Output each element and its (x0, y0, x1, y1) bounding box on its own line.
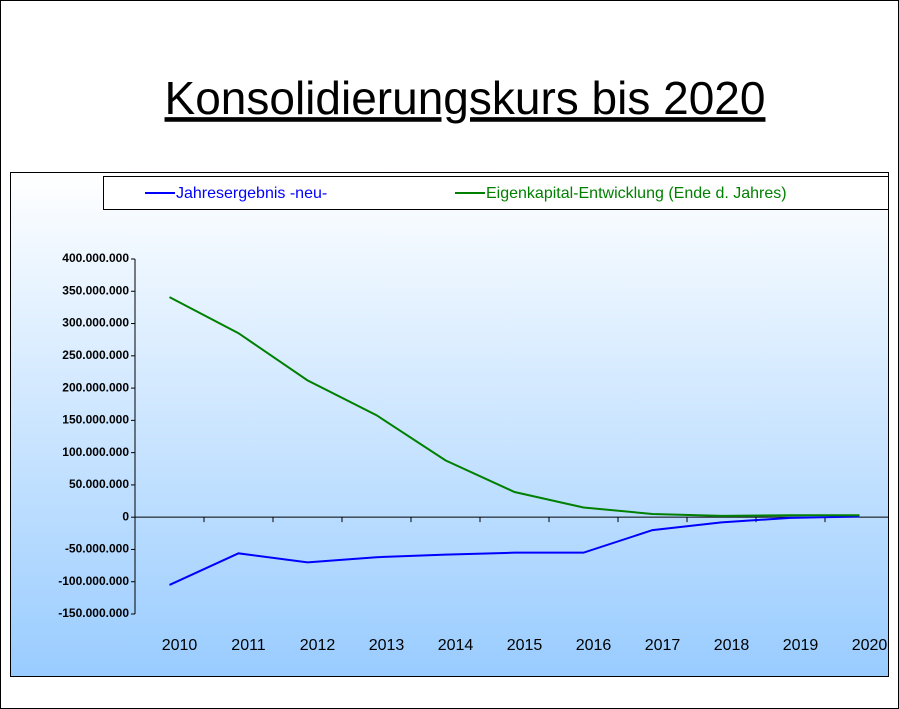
chart-title: Konsolidierungskurs bis 2020 (165, 72, 766, 124)
x-tick-label: 2017 (645, 637, 681, 654)
y-tick-label: 50.000.000 (69, 477, 129, 491)
y-tick-label: -150.000.000 (58, 606, 129, 620)
y-tick-label: -50.000.000 (65, 542, 129, 556)
legend-label: Eigenkapital-Entwicklung (Ende d. Jahres… (486, 185, 787, 202)
x-tick-label: 2010 (162, 637, 198, 654)
y-tick-label: 300.000.000 (62, 316, 129, 330)
plot-background (10, 172, 889, 677)
legend-label: Jahresergebnis -neu- (176, 185, 327, 202)
y-tick-label: 150.000.000 (62, 413, 129, 427)
y-tick-label: 200.000.000 (62, 380, 129, 394)
x-tick-label: 2013 (369, 637, 405, 654)
series-line (169, 296, 860, 517)
legend-box (103, 176, 889, 210)
x-tick-label: 2018 (714, 637, 750, 654)
x-tick-label: 2012 (300, 637, 336, 654)
x-tick-label: 2015 (507, 637, 543, 654)
y-tick-label: 400.000.000 (62, 251, 129, 265)
x-tick-label: 2016 (576, 637, 612, 654)
x-tick-label: 2020 (852, 637, 888, 654)
series-line (169, 515, 860, 586)
x-tick-label: 2011 (231, 637, 266, 654)
y-tick-label: 350.000.000 (62, 283, 129, 297)
x-tick-label: 2014 (438, 637, 474, 654)
y-tick-label: -100.000.000 (58, 574, 129, 588)
y-tick-label: 0 (122, 509, 129, 523)
y-tick-label: 250.000.000 (62, 348, 129, 362)
y-tick-label: 100.000.000 (62, 445, 129, 459)
x-tick-label: 2019 (783, 637, 819, 654)
